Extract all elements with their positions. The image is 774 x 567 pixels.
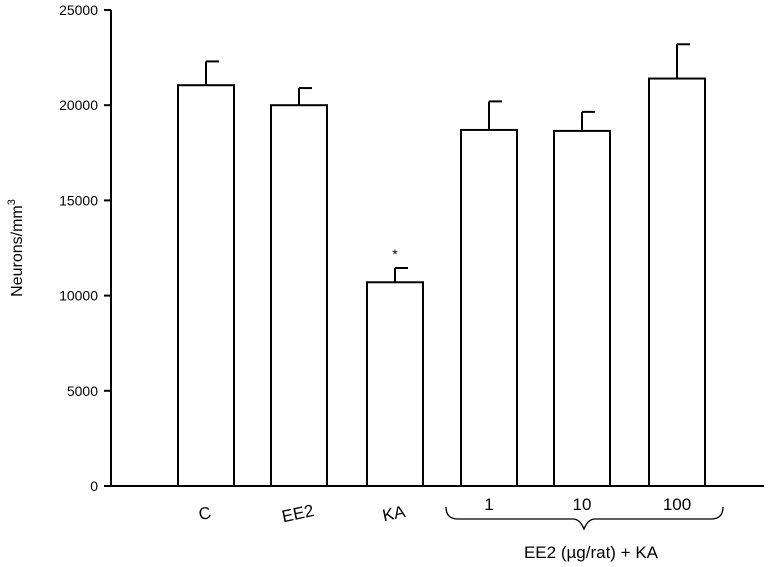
- x-tick-label: KA: [381, 502, 408, 525]
- bar: [648, 77, 706, 487]
- y-tick-label: 20000: [59, 97, 98, 113]
- bar: [366, 281, 424, 487]
- bar: [460, 128, 518, 487]
- group-brace: [445, 506, 724, 531]
- y-tick-label: 15000: [59, 192, 98, 208]
- bar: [177, 84, 235, 487]
- y-tick-label: 0: [90, 478, 98, 494]
- x-axis: C EE2 KA 1 10 100: [111, 485, 764, 526]
- x-tick-label: EE2: [280, 501, 315, 526]
- y-axis-title-superscript: 3: [6, 199, 18, 205]
- significance-marker: *: [392, 246, 398, 262]
- group-annotation: EE2 (µg/rat) + KA: [445, 506, 724, 562]
- bar: [270, 104, 328, 487]
- y-axis-title-text: Neurons/mm: [9, 205, 26, 297]
- bars: *: [177, 43, 706, 488]
- x-tick-label: 100: [663, 495, 691, 514]
- y-axis: 0 5000 10000 15000 20000 25000 Neurons/mm3: [6, 2, 112, 494]
- x-tick-label: 10: [573, 495, 592, 514]
- x-tick-label: 1: [484, 495, 493, 514]
- x-tick-labels: C EE2 KA 1 10 100: [197, 495, 691, 526]
- group-label: EE2 (µg/rat) + KA: [524, 543, 659, 562]
- y-axis-title: Neurons/mm3: [6, 199, 26, 297]
- y-tick-label: 5000: [67, 383, 98, 399]
- y-tick-label: 25000: [59, 2, 98, 18]
- bar: [553, 129, 611, 488]
- y-ticks: 0 5000 10000 15000 20000 25000: [59, 2, 111, 494]
- y-tick-label: 10000: [59, 288, 98, 304]
- x-tick-label: C: [197, 503, 213, 524]
